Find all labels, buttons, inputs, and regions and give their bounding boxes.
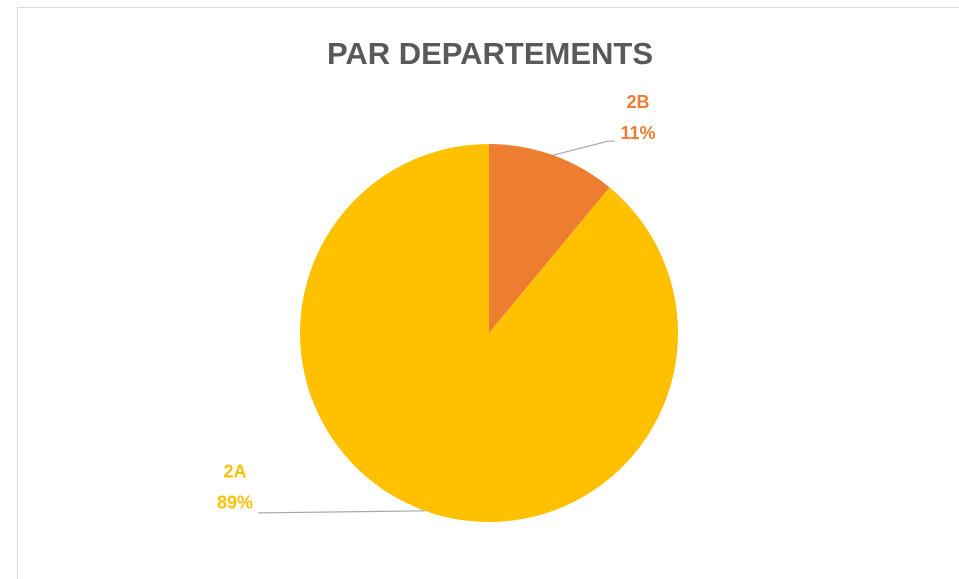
leader-line	[552, 140, 616, 156]
pie-slice	[300, 144, 678, 522]
data-label-category: 2B	[627, 92, 650, 112]
data-label-value: 11%	[620, 123, 655, 143]
leader-line	[257, 510, 425, 514]
chart-title: PAR DEPARTEMENTS	[327, 36, 653, 71]
data-label-value: 89%	[217, 493, 253, 513]
pie-slice	[489, 144, 610, 333]
data-label-category: 2A	[223, 462, 246, 482]
